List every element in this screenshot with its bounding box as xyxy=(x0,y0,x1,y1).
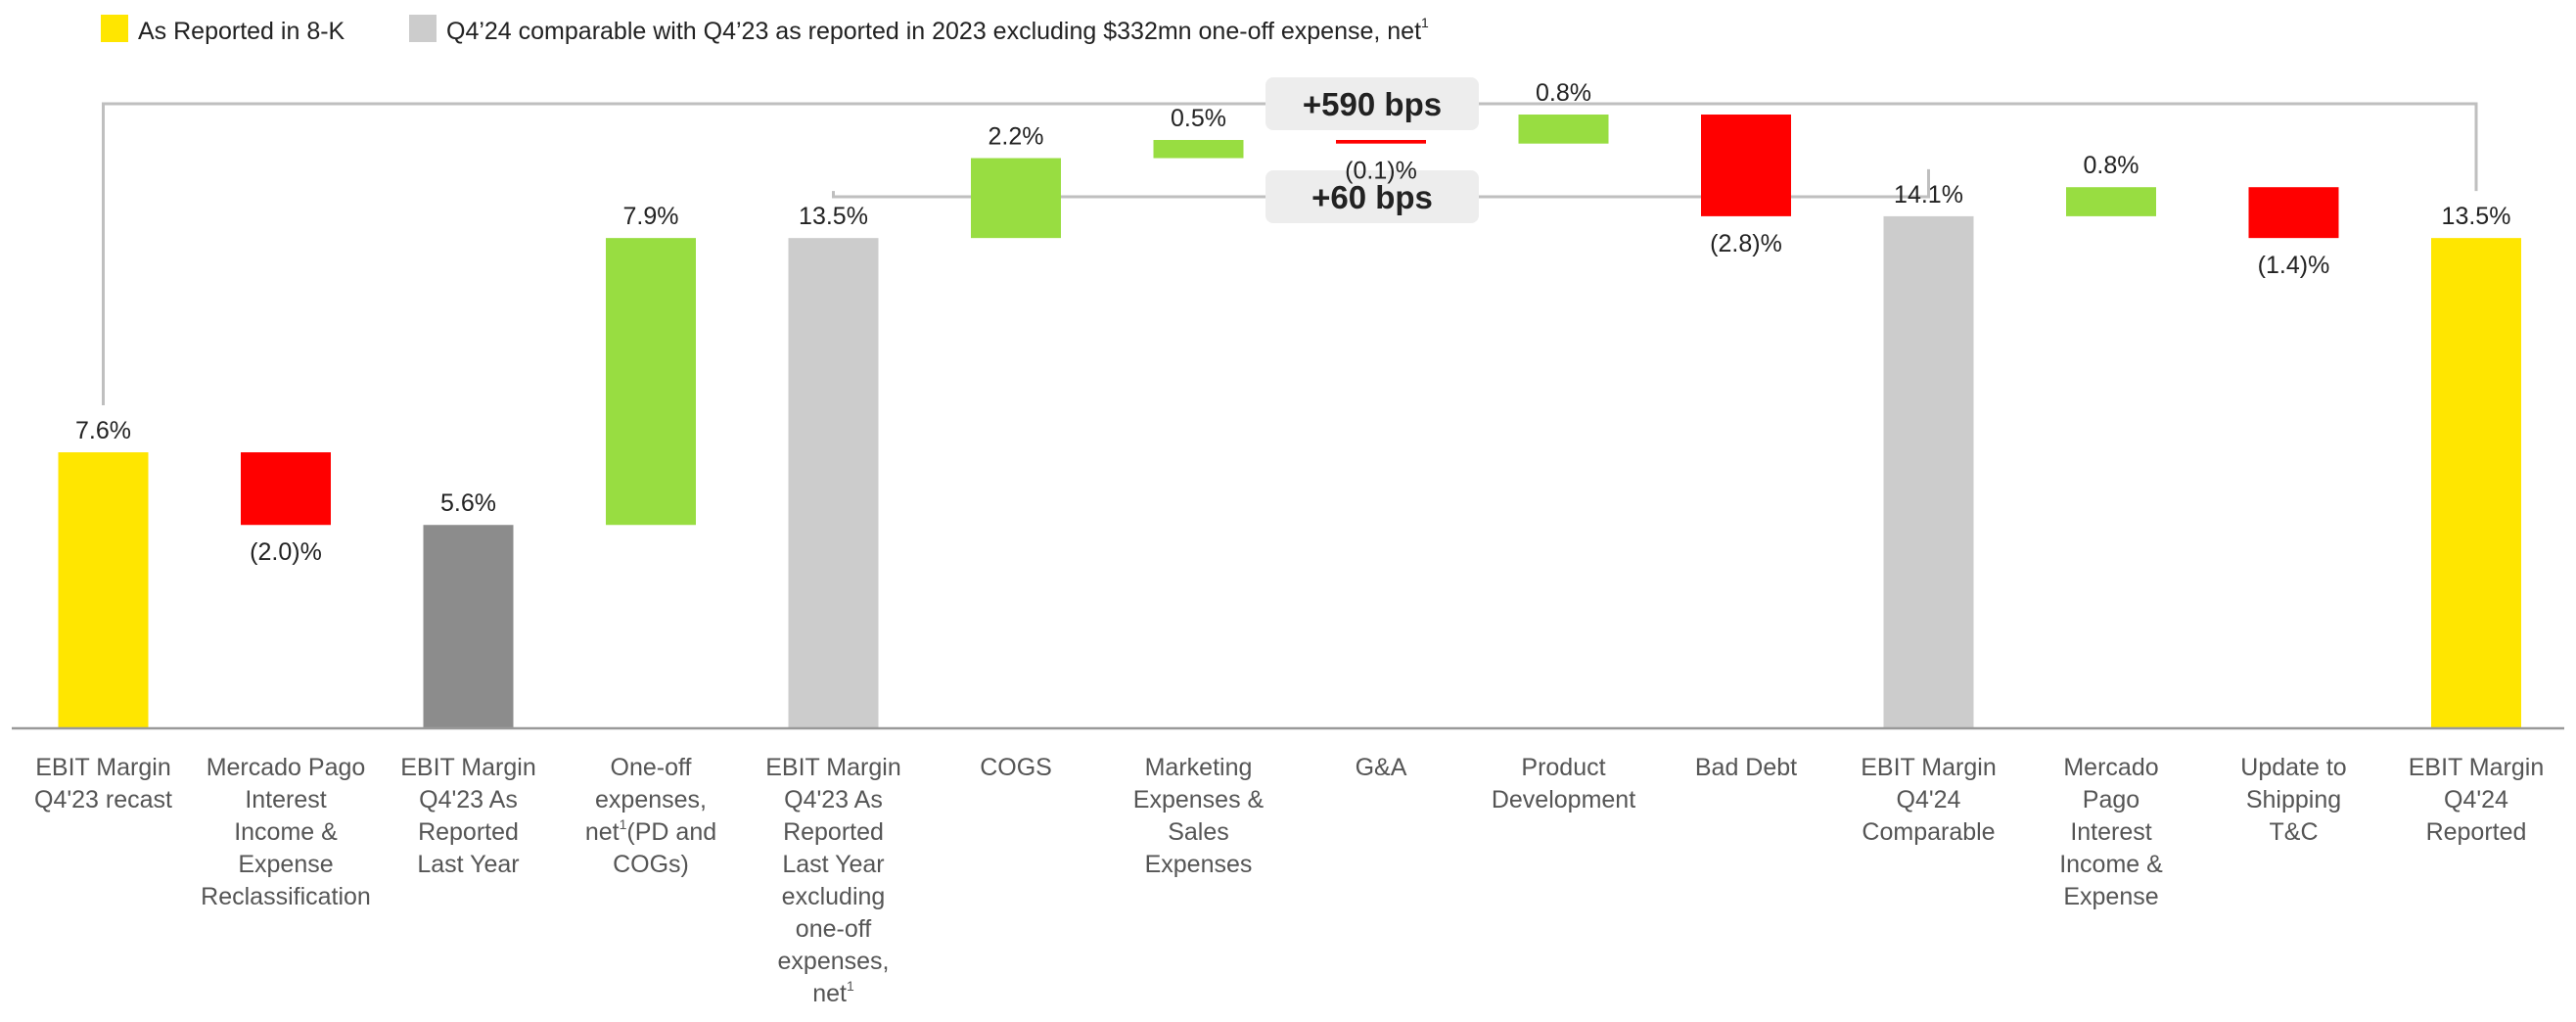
category-label-5: EBIT Margin Q4'23 As Reported Last Year excl… xyxy=(765,754,900,1007)
value-label-11: 14.1% xyxy=(1894,181,1963,209)
bar-product-development xyxy=(1518,115,1609,144)
value-label-12: 0.8% xyxy=(2084,152,2139,179)
bar-update-to-shipping-t-c xyxy=(2248,187,2339,239)
category-label-4: One-off expenses, net1(PD and COGs) xyxy=(585,754,716,878)
category-label-2: Mercado Pago Interest Income & Expense Recla… xyxy=(201,754,371,910)
bracket-layer: +590 bps +60 bps xyxy=(102,77,2478,406)
legend-swatch-comparable xyxy=(409,15,437,42)
bar-ebit-margin-q4-24-reported xyxy=(2431,238,2521,728)
category-label-6: COGS xyxy=(980,754,1052,781)
category-label-7: Marketing Expenses & Sales Expenses xyxy=(1133,754,1265,878)
value-label-7: 0.5% xyxy=(1171,105,1226,132)
category-label-3: EBIT Margin Q4'23 As Reported Last Year xyxy=(400,754,535,878)
bracket-badge-1 xyxy=(1265,77,1479,130)
bracket-badge-2 xyxy=(1265,170,1479,223)
bar-cogs xyxy=(971,158,1061,239)
bracket-label-2: +60 bps xyxy=(1311,179,1433,215)
bracket-label-1: +590 bps xyxy=(1303,86,1442,122)
category-label-9: Product Development xyxy=(1492,754,1635,813)
category-label-layer: EBIT Margin Q4'23 recast Mercado Pago Inter… xyxy=(34,754,2544,1007)
value-label-3: 5.6% xyxy=(440,489,496,517)
category-label-14: EBIT Margin Q4'24 Reported xyxy=(2409,754,2544,846)
legend: As Reported in 8-K Q4’24 comparable with… xyxy=(101,15,1429,45)
value-label-5: 13.5% xyxy=(799,203,868,230)
bar-marketing-expenses-sales-expenses xyxy=(1153,139,1244,159)
legend-swatch-reported xyxy=(101,15,128,42)
category-label-1: EBIT Margin Q4'23 recast xyxy=(34,754,172,813)
category-label-10: Bad Debt xyxy=(1695,754,1797,781)
bar-ebit-margin-q4-23-as-reported-last-year xyxy=(423,525,514,728)
bar-mercado-pago-interest-income-expense-reclassification xyxy=(241,452,331,526)
category-label-11: EBIT Margin Q4'24 Comparable xyxy=(1861,754,1996,846)
value-label-1: 7.6% xyxy=(75,417,131,444)
bar-mercado-pago-interest-income-expense xyxy=(2066,187,2156,216)
category-label-12: Mercado Pago Interest Income & Expense xyxy=(2059,754,2163,910)
value-label-6: 2.2% xyxy=(989,123,1044,151)
value-label-4: 7.9% xyxy=(623,203,679,230)
value-label-layer: 7.6% (2.0)% 5.6% 7.9% 13.5% 2.2% 0.5% (0.1)% 0.8… xyxy=(75,79,2510,566)
bar-ebit-margin-q4-24-comparable xyxy=(1883,215,1974,728)
bar-bad-debt xyxy=(1701,115,1791,216)
bar-ebit-margin-q4-23-as-reported-last-year-excluding-one-off-expenses-net xyxy=(788,238,879,728)
value-label-9: 0.8% xyxy=(1536,79,1591,107)
value-label-8: (0.1)% xyxy=(1345,158,1417,185)
bracket-line-1 xyxy=(102,102,2478,406)
value-label-2: (2.0)% xyxy=(250,538,322,566)
bar-one-off-expenses-net-pd-and-cogs xyxy=(606,238,696,526)
bar-ebit-margin-q4-23-recast xyxy=(58,452,149,728)
value-label-14: 13.5% xyxy=(2442,203,2511,230)
bar-layer xyxy=(58,115,2521,728)
value-label-13: (1.4)% xyxy=(2258,252,2330,279)
legend-label-reported: As Reported in 8-K xyxy=(138,18,345,45)
legend-label-comparable: Q4’24 comparable with Q4’23 as reported … xyxy=(446,15,1429,45)
bar-g-a xyxy=(1336,139,1426,144)
category-label-13: Update to Shipping T&C xyxy=(2240,754,2346,846)
value-label-10: (2.8)% xyxy=(1710,230,1782,257)
category-label-8: G&A xyxy=(1356,754,1407,781)
